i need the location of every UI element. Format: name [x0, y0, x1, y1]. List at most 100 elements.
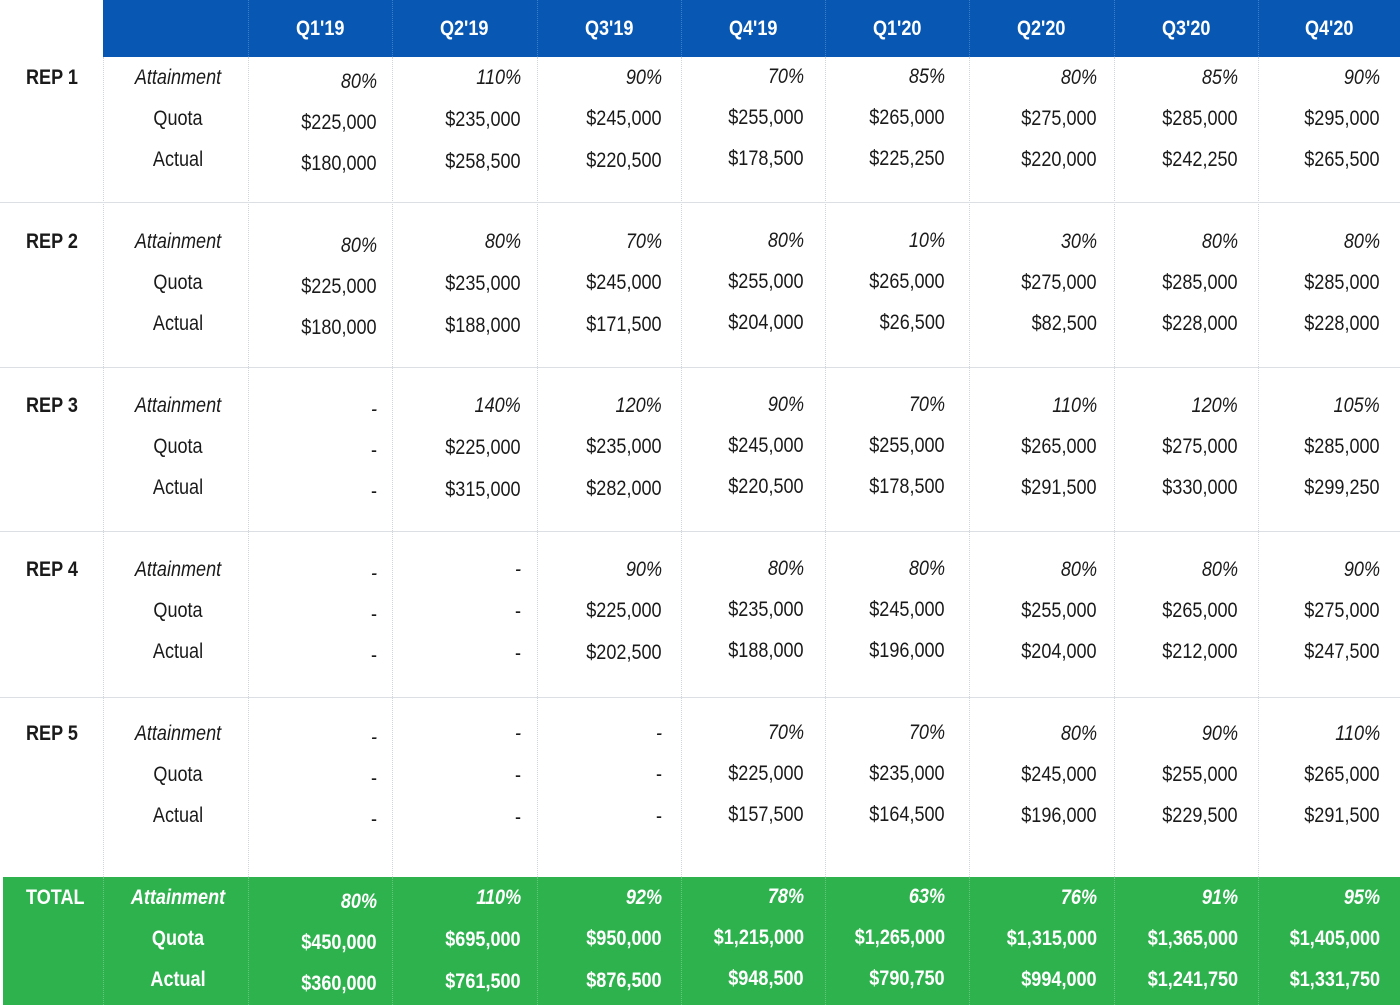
column-header-q320: Q3'20	[1114, 0, 1258, 57]
rep-5-attainment-value: -	[514, 722, 521, 745]
rep-2-quota-value: $255,000	[728, 270, 804, 293]
rep-2-attainment-value: 80%	[484, 230, 521, 253]
rep-4-quota-value: $255,000	[1021, 599, 1097, 622]
column-divider	[1114, 57, 1115, 877]
rep-3-actual-value: $315,000	[445, 478, 521, 501]
rep-1-attainment-label: Attainment	[134, 66, 222, 89]
rep-5-label: REP 5	[26, 722, 78, 745]
rep-1-actual-value: $220,500	[586, 149, 662, 172]
rep-1-quota-value: $265,000	[869, 106, 945, 129]
column-header-label: Q1'19	[295, 16, 345, 40]
rep-4-quota-value: $235,000	[728, 598, 804, 621]
column-header-q120: Q1'20	[825, 0, 969, 57]
rep-2-quota-value: $285,000	[1304, 271, 1380, 294]
rep-1-actual-value: $178,500	[728, 147, 804, 170]
rep-3-attainment-value: 70%	[908, 393, 945, 416]
rep-4-attainment-value: 80%	[1060, 558, 1097, 581]
rep-separator	[0, 697, 1400, 698]
rep-5-actual-value: -	[655, 805, 662, 828]
rep-5-attainment-value: 110%	[1335, 722, 1380, 745]
total-attainment-value: 92%	[625, 886, 662, 909]
rep-separator	[0, 202, 1400, 203]
total-quota-value: $1,315,000	[1006, 927, 1097, 950]
rep-1-actual-value: $180,000	[301, 152, 377, 175]
quarter-header-bar	[103, 0, 1400, 57]
header-divider	[1114, 0, 1115, 57]
total-actual-value: $360,000	[301, 972, 377, 995]
rep-4-attainment-value: -	[514, 558, 521, 581]
total-attainment-value: 95%	[1343, 886, 1380, 909]
rep-4-actual-value: -	[370, 644, 377, 667]
rep-2-actual-value: $82,500	[1031, 312, 1097, 335]
rep-1-actual-value: $242,250	[1162, 148, 1238, 171]
total-quota-value: $1,265,000	[854, 926, 945, 949]
rep-3-quota-value: $235,000	[586, 435, 662, 458]
total-quota-label: Quota	[151, 927, 205, 950]
rep-2-label: REP 2	[26, 230, 78, 253]
rep-4-attainment-value: 80%	[767, 557, 804, 580]
rep-4-actual-value: $188,000	[728, 639, 804, 662]
rep-1-label: REP 1	[26, 66, 78, 89]
rep-2-actual-label: Actual	[152, 312, 204, 335]
header-divider	[248, 0, 249, 57]
total-attainment-value: 80%	[340, 890, 377, 913]
total-column-divider	[681, 877, 682, 1005]
rep-5-actual-value: $291,500	[1304, 804, 1380, 827]
column-divider	[392, 57, 393, 877]
rep-4-attainment-value: 80%	[908, 557, 945, 580]
rep-3-attainment-value: 110%	[1052, 394, 1097, 417]
rep-2-actual-value: $26,500	[879, 311, 945, 334]
rep-4-label: REP 4	[26, 558, 78, 581]
rep-4-actual-value: $202,500	[586, 641, 662, 664]
rep-1-attainment-value: 90%	[1343, 66, 1380, 89]
rep-5-attainment-value: 90%	[1201, 722, 1238, 745]
rep-2-attainment-value: 80%	[767, 229, 804, 252]
rep-4-actual-value: $196,000	[869, 639, 945, 662]
rep-3-attainment-value: -	[370, 398, 377, 421]
rep-4-actual-value: -	[514, 642, 521, 665]
rep-5-attainment-value: -	[370, 726, 377, 749]
rep-5-quota-value: $225,000	[728, 762, 804, 785]
total-column-divider	[969, 877, 970, 1005]
rep-1-actual-label: Actual	[152, 148, 204, 171]
total-attainment-value: 78%	[767, 885, 804, 908]
rep-5-quota-value: $245,000	[1021, 763, 1097, 786]
column-divider	[248, 57, 249, 877]
header-divider	[392, 0, 393, 57]
rep-1-actual-value: $220,000	[1021, 148, 1097, 171]
rep-4-attainment-value: 90%	[625, 558, 662, 581]
column-header-label: Q4'19	[728, 16, 778, 40]
total-column-divider	[537, 877, 538, 1005]
rep-5-attainment-label: Attainment	[134, 722, 222, 745]
column-divider	[681, 57, 682, 877]
column-header-label: Q3'20	[1161, 16, 1211, 40]
rep-5-quota-value: -	[370, 767, 377, 790]
total-quota-value: $450,000	[301, 931, 377, 954]
rep-5-quota-value: -	[514, 764, 521, 787]
column-header-q219: Q2'19	[392, 0, 537, 57]
rep-1-quota-label: Quota	[153, 107, 203, 130]
rep-2-quota-value: $245,000	[586, 271, 662, 294]
rep-1-quota-value: $255,000	[728, 106, 804, 129]
column-header-q419: Q4'19	[681, 0, 825, 57]
rep-4-actual-value: $212,000	[1162, 640, 1238, 663]
rep-2-attainment-value: 80%	[1201, 230, 1238, 253]
rep-4-attainment-label: Attainment	[134, 558, 222, 581]
column-divider	[969, 57, 970, 877]
column-header-label: Q2'20	[1017, 16, 1066, 40]
rep-3-actual-value: $178,500	[869, 475, 945, 498]
total-attainment-value: 110%	[476, 886, 521, 909]
rep-3-attainment-value: 90%	[767, 393, 804, 416]
total-column-divider	[825, 877, 826, 1005]
rep-1-quota-value: $225,000	[301, 111, 377, 134]
rep-1-attainment-value: 85%	[908, 65, 945, 88]
rep-2-attainment-value: 70%	[625, 230, 662, 253]
total-actual-value: $1,241,750	[1147, 968, 1238, 991]
rep-2-quota-value: $265,000	[869, 270, 945, 293]
rep-4-actual-value: $204,000	[1021, 640, 1097, 663]
rep-1-quota-value: $235,000	[445, 108, 521, 131]
rep-2-attainment-value: 80%	[1343, 230, 1380, 253]
rep-5-quota-label: Quota	[153, 763, 203, 786]
column-header-q119: Q1'19	[248, 0, 392, 57]
rep-2-quota-label: Quota	[153, 271, 203, 294]
